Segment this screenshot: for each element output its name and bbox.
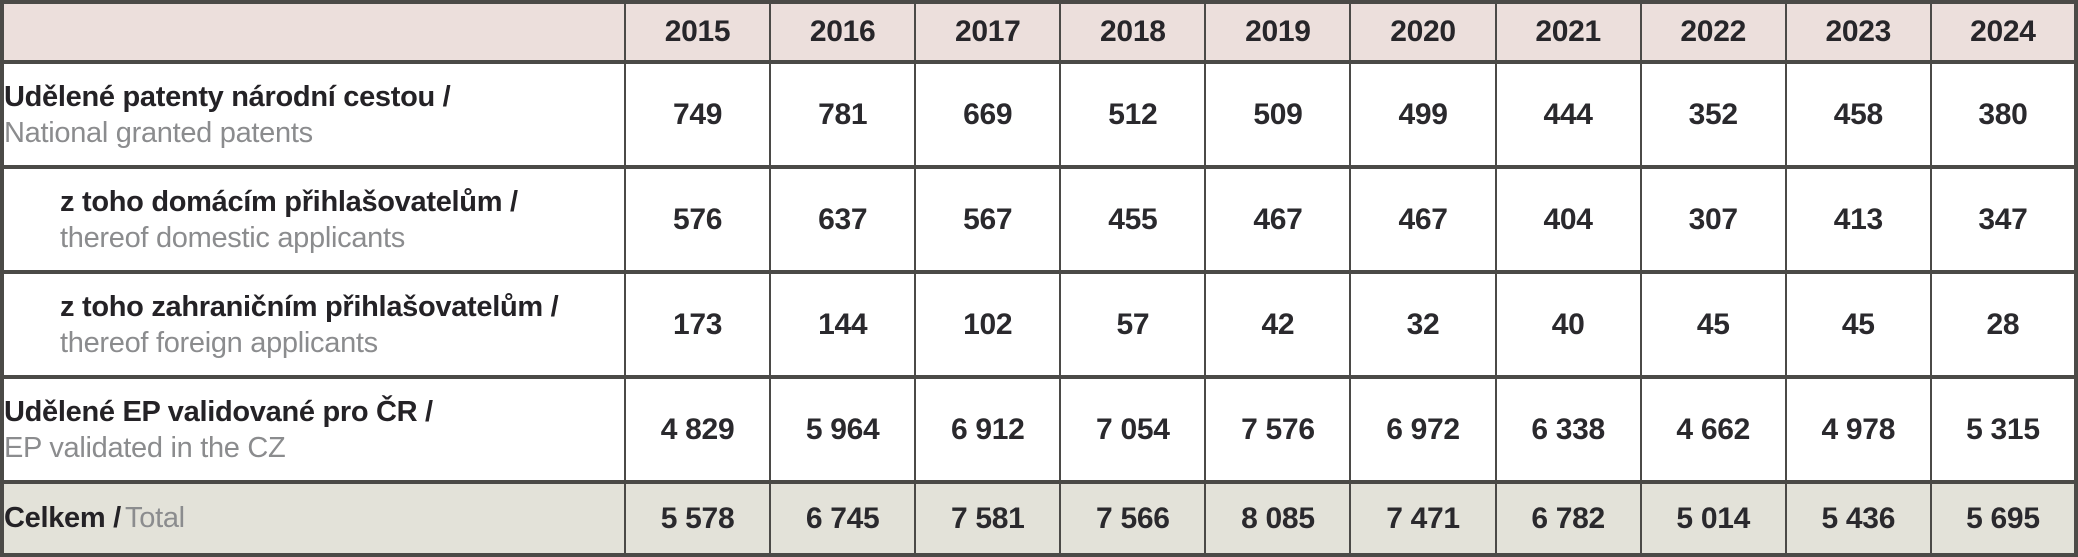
year-header-2015: 2015 (623, 0, 772, 64)
value-cell: 781 (769, 60, 917, 169)
value-cell: 499 (1349, 60, 1497, 169)
table-header-row: 2015 2016 2017 2018 2019 2020 2021 2022 … (1, 0, 2078, 64)
value-cell: 512 (1059, 60, 1207, 169)
row-label-english: thereof foreign applicants (60, 326, 378, 359)
value-cell: 455 (1059, 165, 1207, 274)
row-label-english: thereof domestic applicants (60, 221, 405, 254)
value-cell: 567 (914, 165, 1062, 274)
value-cell: 6 912 (914, 375, 1062, 484)
value-cell: 307 (1639, 165, 1787, 274)
value-cell: 102 (914, 270, 1062, 379)
total-value-cell: 7 471 (1349, 480, 1497, 557)
year-header-2018: 2018 (1059, 0, 1207, 64)
total-value-cell: 7 566 (1059, 480, 1207, 557)
value-cell: 144 (769, 270, 917, 379)
row-ep-validated: Udělené EP validované pro ČR / EP valida… (1, 375, 2078, 484)
row-foreign-applicants: z toho zahraničním přihlašovatelům / the… (1, 270, 2078, 379)
year-header-2017: 2017 (914, 0, 1062, 64)
year-header-2020: 2020 (1349, 0, 1497, 64)
year-header-2021: 2021 (1494, 0, 1642, 64)
value-cell: 6 338 (1494, 375, 1642, 484)
value-cell: 4 978 (1784, 375, 1932, 484)
value-cell: 32 (1349, 270, 1497, 379)
value-cell: 5 315 (1929, 375, 2078, 484)
value-cell: 40 (1494, 270, 1642, 379)
value-cell: 5 964 (769, 375, 917, 484)
value-cell: 4 662 (1639, 375, 1787, 484)
row-label-english: EP validated in the CZ (4, 431, 286, 464)
value-cell: 458 (1784, 60, 1932, 169)
value-cell: 467 (1204, 165, 1352, 274)
value-cell: 352 (1639, 60, 1787, 169)
value-cell: 404 (1494, 165, 1642, 274)
row-label-czech: Celkem / (4, 502, 121, 534)
year-header-2024: 2024 (1929, 0, 2078, 64)
value-cell: 7 054 (1059, 375, 1207, 484)
value-cell: 509 (1204, 60, 1352, 169)
total-value-cell: 5 695 (1929, 480, 2078, 557)
total-value-cell: 5 436 (1784, 480, 1932, 557)
value-cell: 45 (1639, 270, 1787, 379)
value-cell: 380 (1929, 60, 2078, 169)
total-value-cell: 7 581 (914, 480, 1062, 557)
year-header-2022: 2022 (1639, 0, 1787, 64)
value-cell: 6 972 (1349, 375, 1497, 484)
total-value-cell: 5 578 (623, 480, 772, 557)
row-label-czech: z toho domácím přihlašovatelům / (60, 185, 518, 218)
total-value-cell: 8 085 (1204, 480, 1352, 557)
value-cell: 7 576 (1204, 375, 1352, 484)
corner-cell (1, 0, 626, 64)
total-value-cell: 5 014 (1639, 480, 1787, 557)
value-cell: 45 (1784, 270, 1932, 379)
year-header-2016: 2016 (769, 0, 917, 64)
value-cell: 669 (914, 60, 1062, 169)
row-label-english: National granted patents (4, 116, 313, 149)
value-cell: 637 (769, 165, 917, 274)
row-label-czech: Udělené patenty národní cestou / (4, 80, 451, 113)
value-cell: 467 (1349, 165, 1497, 274)
row-label-foreign-applicants: z toho zahraničním přihlašovatelům / the… (1, 270, 626, 379)
value-cell: 347 (1929, 165, 2078, 274)
value-cell: 413 (1784, 165, 1932, 274)
value-cell: 576 (623, 165, 772, 274)
value-cell: 173 (623, 270, 772, 379)
row-label-english: Total (125, 502, 185, 534)
value-cell: 42 (1204, 270, 1352, 379)
value-cell: 57 (1059, 270, 1207, 379)
row-total: Celkem / Total 5 578 6 745 7 581 7 566 8… (1, 480, 2078, 557)
year-header-2023: 2023 (1784, 0, 1932, 64)
total-value-cell: 6 745 (769, 480, 917, 557)
row-label-total: Celkem / Total (1, 480, 626, 557)
row-national-granted-patents: Udělené patenty národní cestou / Nationa… (1, 60, 2078, 169)
value-cell: 444 (1494, 60, 1642, 169)
row-label-ep-validated: Udělené EP validované pro ČR / EP valida… (1, 375, 626, 484)
row-label-czech: z toho zahraničním přihlašovatelům / (60, 290, 559, 323)
value-cell: 749 (623, 60, 772, 169)
total-value-cell: 6 782 (1494, 480, 1642, 557)
value-cell: 28 (1929, 270, 2078, 379)
row-label-national-granted-patents: Udělené patenty národní cestou / Nationa… (1, 60, 626, 169)
value-cell: 4 829 (623, 375, 772, 484)
year-header-2019: 2019 (1204, 0, 1352, 64)
row-label-domestic-applicants: z toho domácím přihlašovatelům / thereof… (1, 165, 626, 274)
row-domestic-applicants: z toho domácím přihlašovatelům / thereof… (1, 165, 2078, 274)
row-label-czech: Udělené EP validované pro ČR / (4, 395, 433, 428)
